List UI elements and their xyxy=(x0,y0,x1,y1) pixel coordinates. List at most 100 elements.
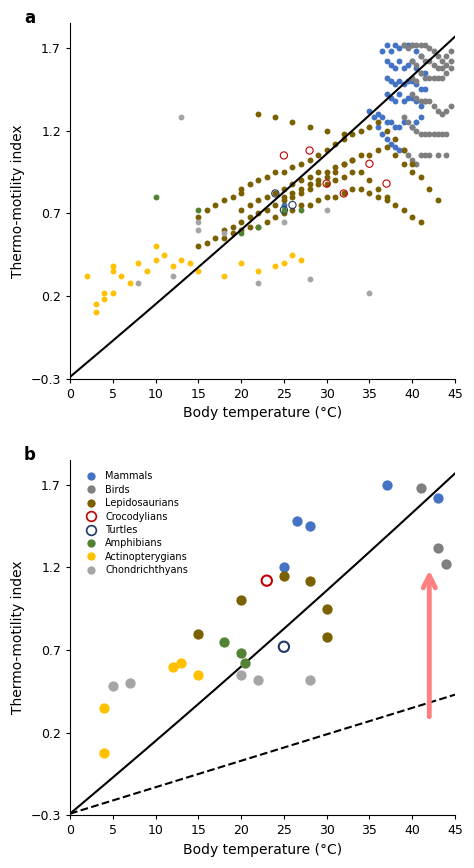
Point xyxy=(152,240,159,253)
Point xyxy=(177,656,185,670)
Point xyxy=(421,66,429,80)
Point xyxy=(331,165,339,179)
Point xyxy=(280,148,288,162)
Point xyxy=(370,110,377,124)
Point xyxy=(413,38,420,52)
Point xyxy=(421,94,429,108)
Point xyxy=(177,110,185,124)
Point xyxy=(392,121,399,135)
Point xyxy=(392,141,399,155)
Point xyxy=(374,190,382,204)
Point xyxy=(194,667,202,681)
Point xyxy=(323,124,330,138)
Point xyxy=(229,220,237,233)
Point xyxy=(289,198,296,212)
Point xyxy=(340,157,347,171)
Point xyxy=(272,210,279,224)
Point xyxy=(293,514,301,528)
Point xyxy=(417,82,425,96)
Point xyxy=(413,61,420,75)
Point xyxy=(340,157,347,171)
Point xyxy=(383,141,390,155)
Point xyxy=(387,90,394,104)
Point xyxy=(409,71,416,85)
Point xyxy=(421,71,429,85)
Point xyxy=(417,214,425,228)
Point xyxy=(331,174,339,187)
Point xyxy=(246,210,254,224)
Point xyxy=(297,181,305,195)
Point xyxy=(383,478,390,492)
Point xyxy=(331,190,339,204)
Point xyxy=(421,38,429,52)
Point xyxy=(400,77,408,91)
Point xyxy=(400,38,408,52)
Point xyxy=(392,198,399,212)
Point xyxy=(203,203,211,217)
Point xyxy=(340,187,347,201)
Point xyxy=(434,148,442,162)
Point xyxy=(169,660,176,674)
Point xyxy=(417,148,425,162)
Point xyxy=(314,165,322,179)
Point xyxy=(237,667,245,681)
Point xyxy=(417,49,425,63)
Point xyxy=(430,44,438,58)
Point xyxy=(378,127,386,141)
Point xyxy=(426,127,433,141)
Point xyxy=(434,61,442,75)
Point xyxy=(229,227,237,240)
Point xyxy=(280,569,288,582)
Point xyxy=(314,176,322,190)
Point xyxy=(404,41,412,55)
Point xyxy=(365,187,373,201)
Point xyxy=(220,231,228,245)
Point xyxy=(340,170,347,184)
Point xyxy=(417,170,425,184)
Point xyxy=(280,165,288,179)
Point xyxy=(417,481,425,495)
Point xyxy=(100,746,108,760)
Point xyxy=(365,121,373,135)
Point xyxy=(365,157,373,171)
Point xyxy=(255,673,262,687)
Point xyxy=(92,297,100,311)
Point xyxy=(306,273,313,286)
Point xyxy=(365,104,373,118)
Point xyxy=(409,90,416,104)
Point xyxy=(434,541,442,555)
Point xyxy=(297,253,305,266)
Point xyxy=(323,602,330,615)
Point xyxy=(135,256,142,270)
Point xyxy=(357,181,365,195)
Point xyxy=(404,57,412,71)
Point xyxy=(297,198,305,212)
Point xyxy=(409,38,416,52)
Point xyxy=(109,264,117,278)
Y-axis label: Thermo-motility index: Thermo-motility index xyxy=(11,124,25,278)
Point xyxy=(194,264,202,278)
Point xyxy=(404,38,412,52)
Point xyxy=(242,656,249,670)
Point xyxy=(237,181,245,195)
Point xyxy=(417,99,425,113)
Point xyxy=(409,154,416,168)
Point xyxy=(306,181,313,195)
Point xyxy=(152,253,159,266)
Legend: Mammals, Birds, Lepidosaurians, Crocodylians, Turtles, Amphibians, Actinopterygi: Mammals, Birds, Lepidosaurians, Crocodyl… xyxy=(79,469,191,578)
Point xyxy=(203,236,211,250)
Point xyxy=(383,132,390,146)
Point xyxy=(255,276,262,290)
Point xyxy=(348,181,356,195)
Point xyxy=(443,104,450,118)
Point xyxy=(109,260,117,273)
Point xyxy=(409,55,416,69)
Point xyxy=(263,574,271,588)
Point xyxy=(340,127,347,141)
Point xyxy=(169,269,176,283)
Point xyxy=(387,44,394,58)
Point xyxy=(387,57,394,71)
Point xyxy=(409,121,416,135)
Point xyxy=(314,174,322,187)
Point xyxy=(263,190,271,204)
